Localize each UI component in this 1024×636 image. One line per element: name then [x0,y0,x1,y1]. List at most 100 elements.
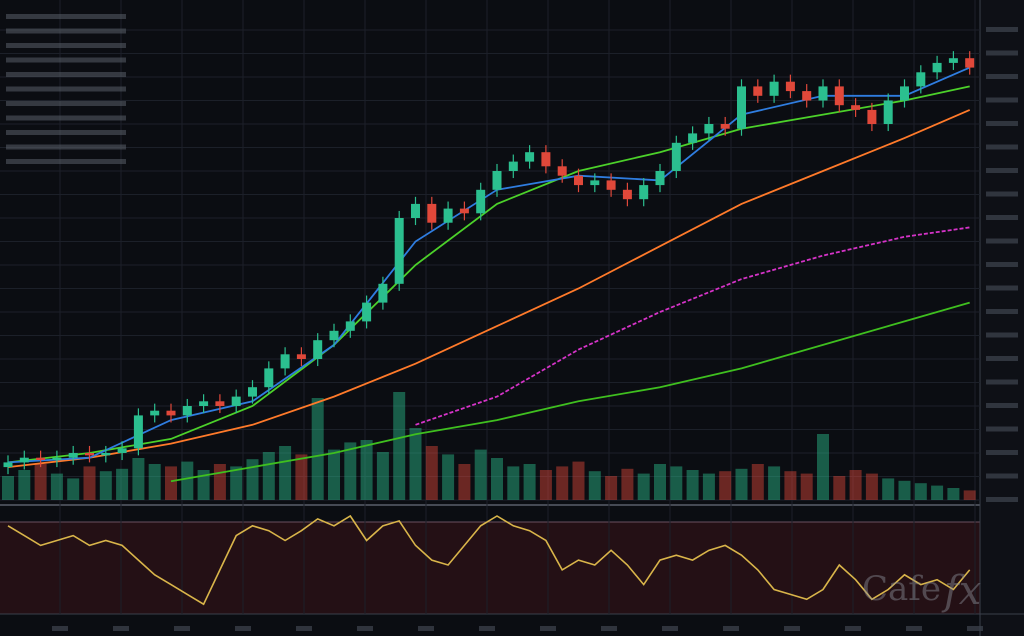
legend-placeholder-row [6,101,126,106]
candle-body [671,142,681,171]
volume-bar [882,478,895,500]
volume-bar [849,470,862,500]
candle-layer [3,51,975,475]
price-label-placeholder [986,215,1018,220]
time-label-placeholder [418,626,434,631]
candle-body [133,415,143,449]
candle-body [362,302,372,322]
candle-body [215,401,225,406]
volume-bar [165,466,177,500]
candle-body [932,62,942,73]
candle-body [737,86,746,129]
candle-body [867,109,877,124]
volume-bar [751,464,764,500]
time-label-placeholder [723,626,739,631]
volume-bar [947,488,960,500]
candle-body [525,152,535,162]
candle-body [606,180,616,190]
volume-bar [83,466,96,500]
volume-bar [344,442,357,500]
volume-layer [2,392,976,500]
candle-body [150,410,160,416]
volume-bar [637,473,650,500]
volume-bar [425,446,438,500]
grid [0,0,980,614]
legend-placeholder-row [6,86,126,92]
volume-bar [654,464,666,500]
candle-body [818,86,828,101]
price-label-placeholder [986,309,1018,314]
candle-body [231,396,241,406]
time-label-placeholder [113,626,129,631]
volume-bar [34,464,47,500]
legend-placeholder-row [6,57,126,63]
volume-bar [800,473,813,500]
volume-bar [99,471,112,500]
candle-body [280,354,290,369]
volume-bar [213,464,226,500]
volume-bar [670,466,683,500]
time-label-placeholder [235,626,251,631]
volume-bar [442,454,455,500]
volume-bar [18,470,31,500]
volume-bar [735,468,748,500]
volume-bar [572,461,585,500]
volume-bar [409,428,422,500]
candle-body [68,453,78,458]
volume-bar [376,452,389,500]
volume-bar [507,466,520,500]
volume-bar [702,473,715,500]
volume-bar [523,464,536,500]
candle-body [199,401,209,406]
candle-body [753,86,763,96]
price-label-placeholder [986,379,1018,385]
candle-body [802,91,812,101]
price-label-placeholder [986,497,1018,502]
price-label-placeholder [986,50,1018,56]
volume-bar [50,473,63,500]
candle-body [655,171,665,186]
candle-body [117,448,127,453]
price-label-placeholder [986,332,1018,338]
time-label-placeholder [479,626,495,631]
candle-body [883,100,893,124]
volume-bar [279,446,292,500]
candle-body [296,354,306,359]
volume-bar [116,468,129,500]
oscillator-panel [0,522,980,614]
candle-body [492,171,502,190]
volume-bar [621,468,634,500]
legend-placeholder-row [6,144,126,150]
price-axis-panel [980,0,1024,636]
time-label-placeholder [906,626,922,631]
candle-body [508,161,518,171]
volume-bar [197,470,210,500]
volume-bar [458,464,471,500]
candle-body [248,387,257,397]
candle-body [394,218,404,284]
price-label-placeholder [986,97,1018,103]
volume-bar [262,452,275,500]
candle-body [541,152,551,167]
candle-body [720,124,730,129]
volume-bar [768,466,781,500]
volume-bar [898,480,911,500]
price-label-placeholder [986,238,1018,244]
legend-placeholder-row [6,130,126,135]
moving-average-line [7,109,971,468]
candle-body [965,58,975,68]
candle-body [574,175,583,186]
candle-body [622,189,632,200]
price-label-placeholder [986,168,1018,173]
price-label-placeholder [986,450,1018,455]
volume-bar [67,478,80,500]
moving-average-line [7,85,970,464]
price-label-placeholder [986,74,1018,79]
candle-body [3,462,13,468]
moving-average-line [170,301,970,483]
candle-body [36,457,46,461]
price-label-placeholder [986,356,1018,361]
volume-bar [132,458,145,500]
candle-body [769,81,779,96]
legend-placeholder-row [6,28,126,34]
